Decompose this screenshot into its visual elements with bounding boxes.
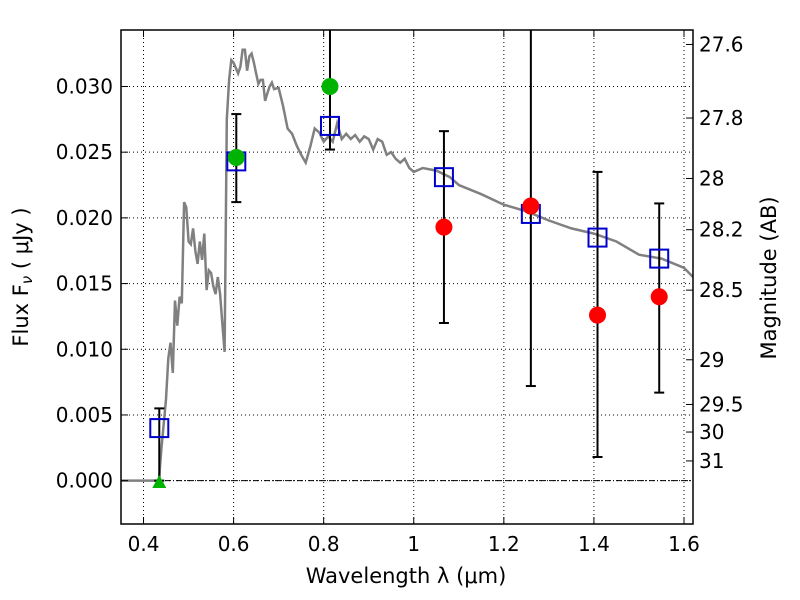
right-tick-label: 29 xyxy=(699,348,724,372)
right-tick-label: 31 xyxy=(699,449,724,473)
x-tick-label: 0.8 xyxy=(308,532,340,556)
x-axis-title: Wavelength λ (μm) xyxy=(306,564,507,588)
y-axis-title-unit: ( μJy ) xyxy=(9,207,33,275)
observed-point xyxy=(435,218,453,236)
x-tick-label: 0.4 xyxy=(128,532,160,556)
model-photometry-square xyxy=(649,248,670,269)
y-tick-label: 0.025 xyxy=(56,140,113,164)
y-tick-label: 0.015 xyxy=(56,272,113,296)
y-tick-label: 0.005 xyxy=(56,403,113,427)
y-axis-title-subscript: ν xyxy=(18,276,36,284)
observed-point xyxy=(227,148,245,166)
model-photometry-square xyxy=(433,167,454,188)
x-tick-label: 1.2 xyxy=(488,532,520,556)
model-spectrum-line xyxy=(121,48,693,482)
model-photometry-square xyxy=(319,115,340,136)
x-tick-label: 0.6 xyxy=(218,532,250,556)
y-axis: 0.000 0.005 0.010 0.015 0.020 0.025 0.030 xyxy=(56,74,128,493)
right-tick-label: 28 xyxy=(699,166,724,190)
right-axis-title: Magnitude (AB) xyxy=(757,196,781,359)
plot-frame xyxy=(120,29,694,525)
observed-point xyxy=(321,77,339,95)
y-tick-label: 0.030 xyxy=(56,74,113,98)
x-tick-label: 1 xyxy=(407,532,420,556)
right-tick-label: 27.8 xyxy=(699,106,744,130)
x-axis: 0.4 0.6 0.8 1 1.2 1.4 1.6 xyxy=(128,30,700,556)
upper-limit-triangle xyxy=(152,474,167,488)
observed-point xyxy=(589,306,607,324)
y-axis-title-main: Flux F xyxy=(9,284,33,346)
right-tick-label: 30 xyxy=(699,420,724,444)
right-tick-label: 29.5 xyxy=(699,392,744,416)
right-magnitude-axis: 27.6 27.8 28 28.2 28.5 29 29.5 30 31 xyxy=(686,32,744,473)
right-tick-label: 27.6 xyxy=(699,32,744,56)
y-tick-label: 0.010 xyxy=(56,337,113,361)
right-tick-label: 28.5 xyxy=(699,278,744,302)
y-tick-label: 0.020 xyxy=(56,206,113,230)
model-photometry-square xyxy=(149,418,170,439)
y-axis-title: Flux Fν ( μJy ) xyxy=(9,207,36,346)
x-tick-label: 1.4 xyxy=(578,532,610,556)
model-photometry-square xyxy=(587,227,608,248)
observed-point xyxy=(650,288,668,306)
plot-area xyxy=(121,30,693,488)
y-tick-label: 0.000 xyxy=(56,469,113,493)
observed-point xyxy=(522,197,540,215)
right-tick-label: 28.2 xyxy=(699,218,744,242)
x-tick-label: 1.6 xyxy=(668,532,700,556)
